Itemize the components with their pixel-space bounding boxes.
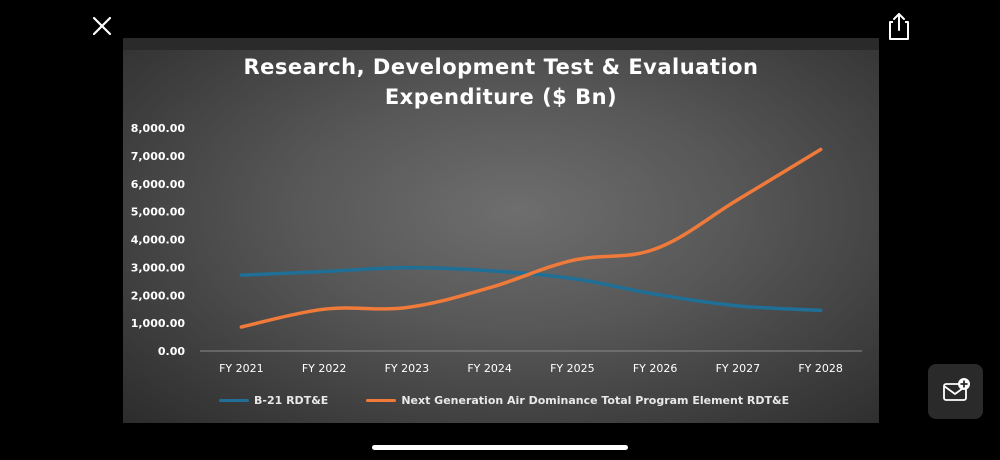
chart-top-bar <box>123 38 879 50</box>
y-tick-label: 1,000.00 <box>131 317 186 330</box>
x-tick-label: FY 2025 <box>550 362 595 375</box>
home-indicator <box>372 445 628 450</box>
series-1-point <box>570 276 574 281</box>
chart-panel: Research, Development Test & Evaluation … <box>123 38 879 423</box>
chart-title: Research, Development Test & Evaluation … <box>123 52 879 112</box>
close-icon <box>92 16 112 36</box>
series-2-point <box>570 258 574 263</box>
series-1-point <box>322 269 326 274</box>
x-tick-label: FY 2021 <box>219 362 264 375</box>
series-2-point <box>239 325 243 329</box>
y-tick-label: 5,000.00 <box>131 206 186 219</box>
series-1-point <box>239 273 243 277</box>
mail-add-button[interactable] <box>928 364 983 419</box>
legend-label: B-21 RDT&E <box>254 393 329 407</box>
y-tick-label: 8,000.00 <box>131 122 186 135</box>
legend-swatch <box>366 398 397 402</box>
legend-label: Next Generation Air Dominance Total Prog… <box>401 393 790 407</box>
chart-title-line-2: Expenditure ($ Bn) <box>384 85 618 109</box>
legend-item: Next Generation Air Dominance Total Prog… <box>366 394 789 407</box>
series-1-point <box>488 269 492 273</box>
series-1-point <box>653 292 657 296</box>
y-tick-label: 6,000.00 <box>131 178 186 191</box>
y-tick-label: 2,000.00 <box>131 289 186 302</box>
series-1-point <box>819 308 823 312</box>
series-2-point <box>322 307 326 311</box>
legend-swatch <box>219 398 249 402</box>
x-tick-label: FY 2022 <box>302 362 347 375</box>
chart-legend: B-21 RDT&E Next Generation Air Dominance … <box>219 391 827 409</box>
share-button[interactable] <box>884 10 914 42</box>
series-line-2 <box>239 147 823 329</box>
mail-add-icon <box>943 378 970 401</box>
y-tick-label: 0.00 <box>158 345 185 358</box>
series-1-point <box>405 266 409 270</box>
series-2-point <box>488 286 492 290</box>
share-icon <box>889 13 909 40</box>
series-1-point <box>736 304 740 308</box>
y-tick-label: 4,000.00 <box>131 234 186 247</box>
y-tick-label: 3,000.00 <box>131 261 186 274</box>
x-tick-label: FY 2028 <box>798 362 843 375</box>
x-tick-label: FY 2024 <box>467 362 512 375</box>
x-tick-label: FY 2026 <box>633 362 678 375</box>
series-2-point <box>819 147 823 152</box>
line-chart: 0.00 1,000.00 2,000.00 3,000.00 4,000.00 5,00… <box>131 122 862 375</box>
legend-item: B-21 RDT&E <box>219 394 328 407</box>
close-button[interactable] <box>88 12 116 40</box>
chart-title-line-1: Research, Development Test & Evaluation <box>243 55 759 79</box>
series-2-point <box>653 247 657 251</box>
y-tick-label: 7,000.00 <box>131 150 186 163</box>
series-2-point <box>736 198 740 202</box>
x-tick-label: FY 2027 <box>716 362 761 375</box>
x-tick-label: FY 2023 <box>385 362 430 375</box>
series-2-point <box>405 305 409 310</box>
